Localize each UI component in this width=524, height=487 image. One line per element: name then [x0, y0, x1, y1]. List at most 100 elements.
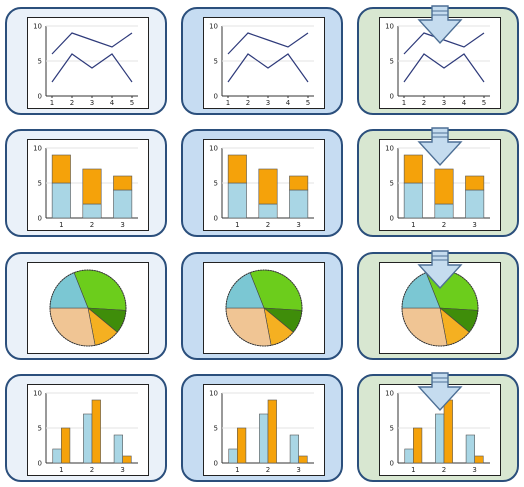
bar	[52, 448, 62, 464]
bar	[403, 154, 423, 184]
x-tick-label: 1	[411, 466, 415, 474]
y-tick-label: 5	[214, 425, 218, 433]
chart-style-tile-line-selected[interactable]: 0 5 10 1 2 3 4 5	[357, 5, 519, 115]
x-tick-label: 2	[442, 221, 446, 229]
chart-thumbnail: 0 5 10 1 2 3	[203, 139, 325, 231]
pie-chart-preview	[225, 269, 303, 347]
bar	[289, 175, 309, 191]
x-tick-label: 5	[306, 99, 310, 107]
x-tick-label: 4	[110, 99, 115, 107]
y-tick-label: 10	[33, 390, 42, 398]
bar	[404, 448, 414, 464]
y-tick-label: 10	[33, 145, 42, 153]
bar	[258, 168, 278, 205]
x-tick-label: 1	[411, 221, 415, 229]
bar	[51, 154, 71, 184]
y-tick-label: 0	[390, 215, 394, 223]
bar	[267, 399, 277, 464]
x-tick-label: 3	[296, 466, 300, 474]
x-tick-label: 5	[482, 99, 486, 107]
bar	[289, 189, 309, 219]
series-line	[403, 32, 485, 55]
bar	[227, 182, 247, 219]
y-tick-label: 10	[209, 145, 218, 153]
pie-outline	[49, 269, 127, 347]
pie-slice	[49, 307, 96, 347]
bar	[474, 455, 484, 464]
bar	[113, 189, 133, 219]
y-tick-label: 0	[390, 460, 394, 468]
y-tick-label: 10	[33, 23, 42, 31]
bar	[434, 203, 454, 219]
chart-thumbnail	[27, 262, 149, 354]
y-tick-label: 5	[214, 180, 218, 188]
chart-style-tile-pie-hover[interactable]	[181, 252, 343, 360]
bar	[228, 448, 238, 464]
bar	[82, 168, 102, 205]
chart-thumbnail: 0 5 10 1 2 3 4 5	[379, 17, 501, 109]
y-tick-label: 5	[38, 58, 42, 66]
bar	[113, 175, 133, 191]
chart-thumbnail: 0 5 10 1 2 3	[27, 384, 149, 476]
chart-style-tile-pie-normal[interactable]	[5, 252, 167, 360]
chart-style-tile-pie-selected[interactable]	[357, 250, 519, 360]
chart-thumbnail: 0 5 10 1 2 3 4 5	[27, 17, 149, 109]
line-chart-preview: 0 5 10 1 2 3 4 5	[209, 23, 314, 107]
y-tick-label: 0	[214, 215, 218, 223]
bar	[403, 182, 423, 219]
chart-style-tile-bar-selected[interactable]: 0 5 10 1 2 3	[357, 127, 519, 237]
chart-style-tile-bar-hover[interactable]: 0 5 10 1 2 3	[181, 129, 343, 237]
x-tick-label: 2	[70, 99, 74, 107]
series-line	[403, 53, 485, 83]
down-arrow-icon	[417, 250, 463, 290]
y-tick-label: 5	[390, 425, 394, 433]
bar	[82, 203, 102, 219]
y-tick-label: 0	[390, 93, 394, 101]
chart-thumbnail: 0 5 10 1 2 3	[27, 139, 149, 231]
y-tick-label: 5	[390, 58, 394, 66]
pie-chart-preview	[49, 269, 127, 347]
bar-chart-preview: 0 5 10 1 2 3	[33, 390, 138, 474]
bar-chart-preview: 0 5 10 1 2 3	[33, 145, 138, 229]
bar	[227, 154, 247, 184]
y-tick-label: 10	[209, 23, 218, 31]
bar	[91, 399, 101, 464]
bar	[258, 203, 278, 219]
x-tick-label: 2	[442, 466, 446, 474]
bar	[122, 455, 132, 464]
x-tick-label: 3	[442, 99, 446, 107]
down-arrow-icon	[417, 127, 463, 167]
x-tick-label: 2	[266, 221, 270, 229]
series-line	[227, 32, 309, 55]
x-tick-label: 1	[226, 99, 230, 107]
series-line	[51, 53, 133, 83]
chart-thumbnail: 0 5 10 1 2 3	[203, 384, 325, 476]
y-tick-label: 5	[38, 180, 42, 188]
bar-chart-preview: 0 5 10 1 2 3	[209, 145, 314, 229]
x-tick-label: 3	[296, 221, 300, 229]
x-tick-label: 4	[462, 99, 467, 107]
bar-chart-preview: 0 5 10 1 2 3	[209, 390, 314, 474]
y-tick-label: 10	[385, 390, 394, 398]
chart-style-tile-bar-normal[interactable]: 0 5 10 1 2 3	[5, 374, 167, 482]
bar	[289, 434, 299, 464]
series-line	[51, 32, 133, 55]
chart-style-tile-bar-hover[interactable]: 0 5 10 1 2 3	[181, 374, 343, 482]
chart-style-tile-line-hover[interactable]: 0 5 10 1 2 3 4 5	[181, 7, 343, 115]
chart-style-tile-bar-selected[interactable]: 0 5 10 1 2 3	[357, 372, 519, 482]
y-tick-label: 10	[385, 23, 394, 31]
chart-style-tile-bar-normal[interactable]: 0 5 10 1 2 3	[5, 129, 167, 237]
x-tick-label: 3	[266, 99, 270, 107]
chart-style-tile-line-normal[interactable]: 0 5 10 1 2 3 4 5	[5, 7, 167, 115]
bar	[465, 434, 475, 464]
bar	[113, 434, 123, 464]
y-tick-label: 0	[214, 93, 218, 101]
y-tick-label: 10	[209, 390, 218, 398]
x-tick-label: 1	[59, 221, 63, 229]
y-tick-label: 0	[214, 460, 218, 468]
x-tick-label: 3	[472, 221, 476, 229]
x-tick-label: 2	[90, 466, 94, 474]
x-tick-label: 4	[286, 99, 291, 107]
pie-slice	[401, 307, 448, 347]
y-tick-label: 10	[385, 145, 394, 153]
